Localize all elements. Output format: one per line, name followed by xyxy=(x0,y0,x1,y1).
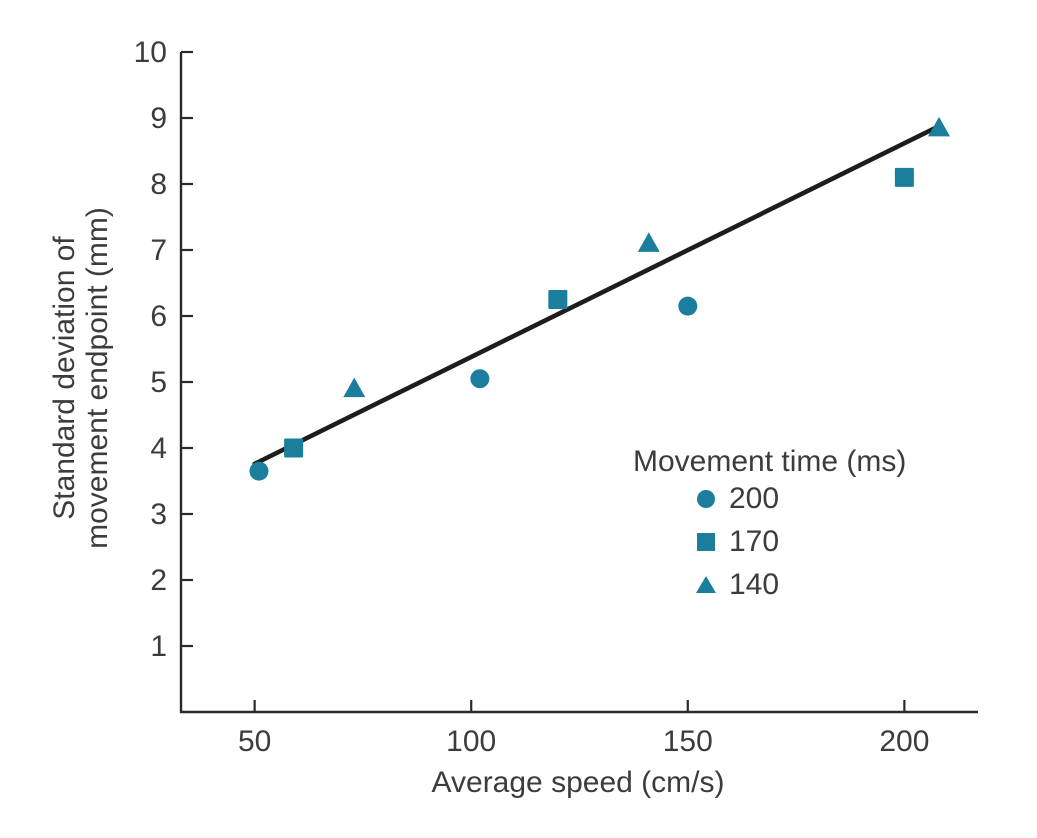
data-point-triangle xyxy=(637,232,660,252)
legend-item-200: 200 xyxy=(633,477,906,520)
data-point-square xyxy=(548,290,568,309)
y-tick-label: 2 xyxy=(150,564,167,597)
legend-item-140: 140 xyxy=(633,563,906,606)
data-point-circle xyxy=(249,461,269,481)
legend-item-label: 200 xyxy=(729,481,780,515)
y-tick-label: 8 xyxy=(150,168,167,201)
circle-marker-icon xyxy=(697,489,715,508)
data-point-square xyxy=(284,438,304,458)
y-tick-label: 10 xyxy=(134,36,167,69)
y-tick-label: 9 xyxy=(150,102,167,135)
legend-marker-box xyxy=(696,532,716,552)
y-axis-title-line1: Standard deviation of xyxy=(48,236,81,520)
y-tick-label: 7 xyxy=(150,234,167,267)
data-point-circle xyxy=(470,369,490,389)
legend: Movement time (ms) 200 170 140 xyxy=(633,447,906,606)
legend-item-label: 170 xyxy=(729,524,780,558)
trend-line xyxy=(252,124,941,467)
legend-marker-box xyxy=(696,489,716,509)
axes-lines xyxy=(179,52,978,714)
legend-marker-box xyxy=(696,575,716,595)
legend-title: Movement time (ms) xyxy=(633,445,907,478)
triangle-marker-icon xyxy=(696,576,716,593)
y-tick-label: 5 xyxy=(150,366,167,399)
y-tick-label: 1 xyxy=(150,630,167,663)
data-point-triangle xyxy=(343,377,366,398)
x-tick-label: 150 xyxy=(663,725,713,758)
y-axis-title: Standard deviation of movement endpoint … xyxy=(48,207,114,549)
x-tick-label: 200 xyxy=(879,725,929,758)
data-point-triangle xyxy=(928,116,951,137)
x-tick-label: 100 xyxy=(446,725,496,758)
square-marker-icon xyxy=(697,532,715,551)
legend-item-170: 170 xyxy=(633,520,906,563)
y-tick-label: 4 xyxy=(150,432,167,465)
y-tick-label: 3 xyxy=(150,498,167,531)
data-point-square xyxy=(894,167,914,187)
legend-item-label: 140 xyxy=(729,567,780,601)
x-tick-label: 50 xyxy=(238,725,271,758)
y-axis-title-line2: movement endpoint (mm) xyxy=(81,207,114,549)
x-axis-title: Average speed (cm/s) xyxy=(431,766,725,799)
y-tick-label: 6 xyxy=(150,300,167,333)
data-point-circle xyxy=(678,296,698,316)
